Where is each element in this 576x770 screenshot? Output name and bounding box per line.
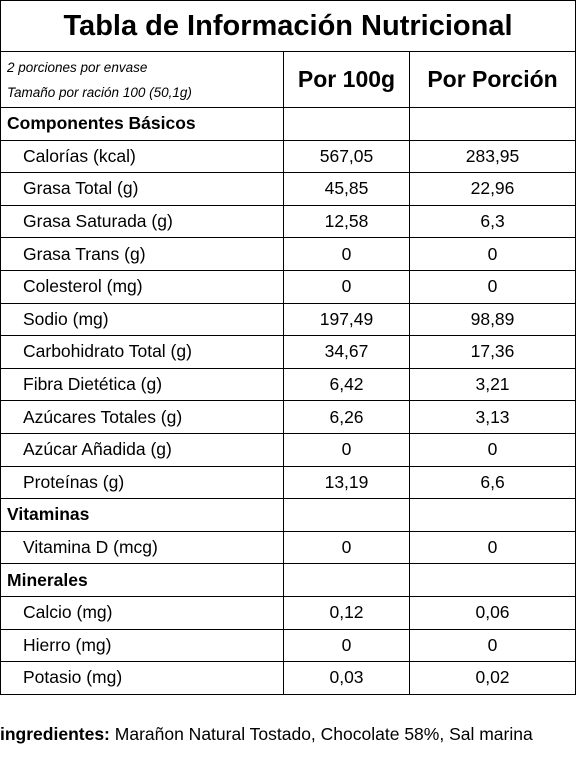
table-row: Vitamina D (mcg) 0 0	[0, 530, 576, 565]
value-per-portion: 6,6	[408, 465, 576, 500]
table-row: Azúcares Totales (g) 6,26 3,13	[0, 400, 576, 434]
section-title: Minerales	[0, 563, 284, 597]
ingredients-text: ingredientes: Marañon Natural Tostado, C…	[0, 720, 576, 748]
section-row: Componentes Básicos	[0, 107, 576, 141]
value-per-100g: 0	[283, 269, 410, 304]
value-per-portion: 0,02	[408, 661, 576, 695]
value-per-100g: 0,03	[283, 661, 410, 695]
value-per-100g: 0	[283, 628, 410, 663]
table-row: Carbohidrato Total (g) 34,67 17,36	[0, 335, 576, 369]
value-per-100g: 6,26	[283, 400, 410, 434]
value-per-portion: 0,06	[408, 595, 576, 630]
empty-cell	[408, 563, 576, 597]
table-row: Grasa Total (g) 45,85 22,96	[0, 172, 576, 206]
section-title: Vitaminas	[0, 498, 284, 532]
table-row: Grasa Saturada (g) 12,58 6,3	[0, 204, 576, 239]
nutrient-label: Azúcar Añadida (g)	[0, 432, 284, 467]
column-header-per-100g: Por 100g	[283, 51, 410, 108]
table-row: Calcio (mg) 0,12 0,06	[0, 595, 576, 630]
ingredients-label: ingredientes:	[0, 724, 110, 744]
empty-cell	[283, 563, 410, 597]
nutrient-label: Grasa Trans (g)	[0, 237, 284, 271]
table-row: Proteínas (g) 13,19 6,6	[0, 465, 576, 500]
value-per-portion: 3,13	[408, 400, 576, 434]
nutrient-label: Grasa Saturada (g)	[0, 204, 284, 239]
value-per-100g: 6,42	[283, 367, 410, 402]
title-row: Tabla de Información Nutricional	[0, 0, 576, 52]
servings-per-container: 2 porciones por envase	[7, 59, 148, 75]
nutrient-label: Grasa Total (g)	[0, 172, 284, 206]
empty-cell	[408, 107, 576, 141]
section-row: Minerales	[0, 563, 576, 597]
value-per-portion: 0	[408, 628, 576, 663]
nutrition-table: Tabla de Información Nutricional 2 porci…	[0, 0, 576, 695]
value-per-portion: 0	[408, 269, 576, 304]
value-per-100g: 0,12	[283, 595, 410, 630]
table-row: Calorías (kcal) 567,05 283,95	[0, 139, 576, 174]
column-header-per-portion: Por Porción	[408, 51, 576, 108]
serving-size: Tamaño por ración 100 (50,1g)	[7, 84, 192, 100]
nutrient-label: Potasio (mg)	[0, 661, 284, 695]
serving-info: 2 porciones por envase Tamaño por ración…	[0, 51, 284, 108]
value-per-portion: 0	[408, 237, 576, 271]
ingredients-list: Marañon Natural Tostado, Chocolate 58%, …	[109, 724, 533, 744]
nutrient-label: Calcio (mg)	[0, 595, 284, 630]
table-row: Sodio (mg) 197,49 98,89	[0, 302, 576, 337]
nutrient-label: Fibra Dietética (g)	[0, 367, 284, 402]
nutrient-label: Sodio (mg)	[0, 302, 284, 337]
nutrient-label: Hierro (mg)	[0, 628, 284, 663]
value-per-100g: 34,67	[283, 335, 410, 369]
value-per-portion: 6,3	[408, 204, 576, 239]
value-per-100g: 197,49	[283, 302, 410, 337]
nutrient-label: Calorías (kcal)	[0, 139, 284, 174]
empty-cell	[283, 107, 410, 141]
table-row: Azúcar Añadida (g) 0 0	[0, 432, 576, 467]
value-per-portion: 17,36	[408, 335, 576, 369]
value-per-100g: 567,05	[283, 139, 410, 174]
value-per-portion: 3,21	[408, 367, 576, 402]
value-per-100g: 12,58	[283, 204, 410, 239]
table-row: Fibra Dietética (g) 6,42 3,21	[0, 367, 576, 402]
value-per-portion: 0	[408, 530, 576, 565]
section-row: Vitaminas	[0, 498, 576, 532]
value-per-100g: 45,85	[283, 172, 410, 206]
table-row: Potasio (mg) 0,03 0,02	[0, 661, 576, 695]
value-per-100g: 0	[283, 432, 410, 467]
header-row: 2 porciones por envase Tamaño por ración…	[0, 51, 576, 108]
value-per-portion: 0	[408, 432, 576, 467]
table-row: Grasa Trans (g) 0 0	[0, 237, 576, 271]
empty-cell	[408, 498, 576, 532]
value-per-100g: 0	[283, 237, 410, 271]
value-per-portion: 22,96	[408, 172, 576, 206]
value-per-100g: 0	[283, 530, 410, 565]
empty-cell	[283, 498, 410, 532]
section-title: Componentes Básicos	[0, 107, 284, 141]
table-row: Colesterol (mg) 0 0	[0, 269, 576, 304]
nutrient-label: Vitamina D (mcg)	[0, 530, 284, 565]
table-row: Hierro (mg) 0 0	[0, 628, 576, 663]
table-title: Tabla de Información Nutricional	[0, 0, 576, 52]
value-per-portion: 283,95	[408, 139, 576, 174]
value-per-portion: 98,89	[408, 302, 576, 337]
nutrient-label: Colesterol (mg)	[0, 269, 284, 304]
nutrient-label: Azúcares Totales (g)	[0, 400, 284, 434]
nutrient-label: Proteínas (g)	[0, 465, 284, 500]
value-per-100g: 13,19	[283, 465, 410, 500]
nutrient-label: Carbohidrato Total (g)	[0, 335, 284, 369]
